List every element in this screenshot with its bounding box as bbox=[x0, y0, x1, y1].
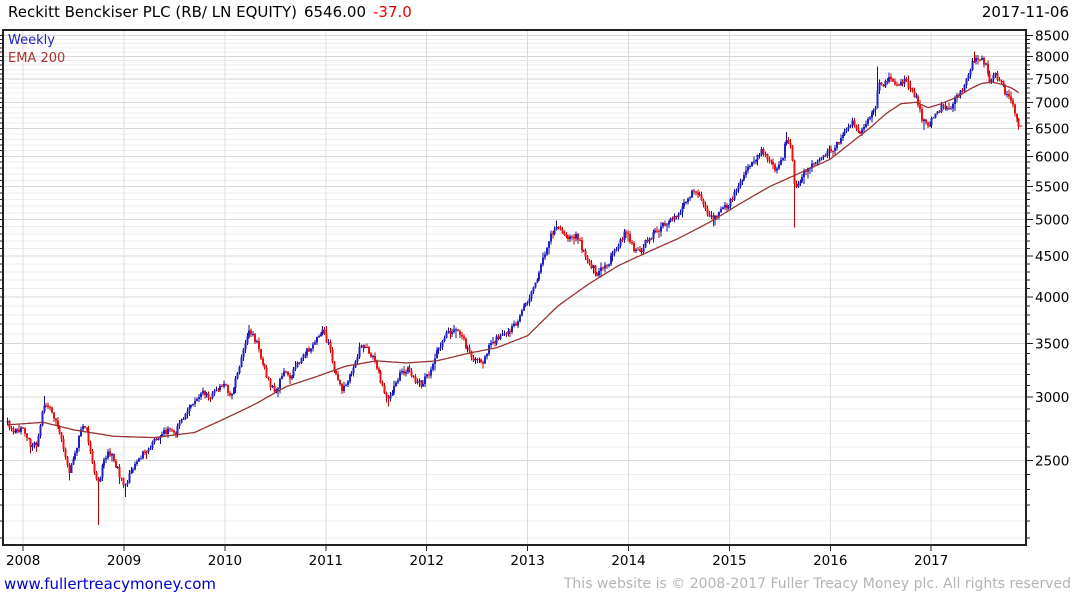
copyright-text: This website is © 2008-2017 Fuller Treac… bbox=[563, 576, 1071, 592]
page-title: Reckitt Benckiser PLC (RB/ LN EQUITY) 654… bbox=[8, 3, 412, 21]
y-tick-label: 4000 bbox=[1035, 290, 1069, 306]
x-tick-label: 2009 bbox=[107, 553, 141, 569]
x-tick-label: 2008 bbox=[6, 553, 40, 569]
y-tick-label: 5000 bbox=[1035, 213, 1069, 229]
price-change: -37.0 bbox=[373, 3, 412, 21]
plot-border bbox=[2, 29, 1027, 546]
chart-date: 2017-11-06 bbox=[981, 3, 1069, 21]
y-tick-label: 3500 bbox=[1035, 337, 1069, 353]
y-tick-label: 6000 bbox=[1035, 149, 1069, 165]
grid-lines bbox=[3, 30, 1026, 545]
y-tick-label: 3000 bbox=[1035, 390, 1069, 406]
x-axis-labels: 2008 2009 2010 2011 2012 2013 2014 2015 2016 2017 bbox=[6, 553, 948, 569]
y-tick-label: 5500 bbox=[1035, 180, 1069, 196]
x-tick-label: 2016 bbox=[813, 553, 847, 569]
x-tick-label: 2014 bbox=[611, 553, 645, 569]
x-tick-label: 2010 bbox=[208, 553, 242, 569]
x-tick-label: 2017 bbox=[914, 553, 948, 569]
instrument-name: Reckitt Benckiser PLC (RB/ LN EQUITY) bbox=[8, 3, 297, 21]
x-tick-label: 2013 bbox=[510, 553, 544, 569]
legend-ema-200: EMA 200 bbox=[8, 51, 66, 66]
y-tick-label: 8000 bbox=[1035, 49, 1069, 65]
chart-legend: Weekly EMA 200 bbox=[8, 32, 65, 68]
y-tick-label: 4500 bbox=[1035, 249, 1069, 265]
x-tick-label: 2012 bbox=[410, 553, 444, 569]
site-link[interactable]: www.fullertreacymoney.com bbox=[4, 575, 217, 593]
y-tick-label: 7000 bbox=[1035, 96, 1069, 112]
legend-weekly: Weekly bbox=[8, 33, 55, 48]
ema-200-line bbox=[7, 81, 1020, 439]
x-tick-label: 2015 bbox=[712, 553, 746, 569]
y-tick-label: 7500 bbox=[1035, 72, 1069, 88]
y-tick-label: 2500 bbox=[1035, 453, 1069, 469]
last-price: 6546.00 bbox=[303, 3, 366, 21]
y-tick-label: 6500 bbox=[1035, 121, 1069, 137]
x-tick-label: 2011 bbox=[309, 553, 343, 569]
axis-ticks bbox=[0, 34, 1033, 551]
y-axis-labels: 2500 3000 3500 4000 4500 5000 5500 6000 6500 7000… bbox=[1035, 28, 1069, 469]
y-tick-label: 8500 bbox=[1035, 28, 1069, 44]
